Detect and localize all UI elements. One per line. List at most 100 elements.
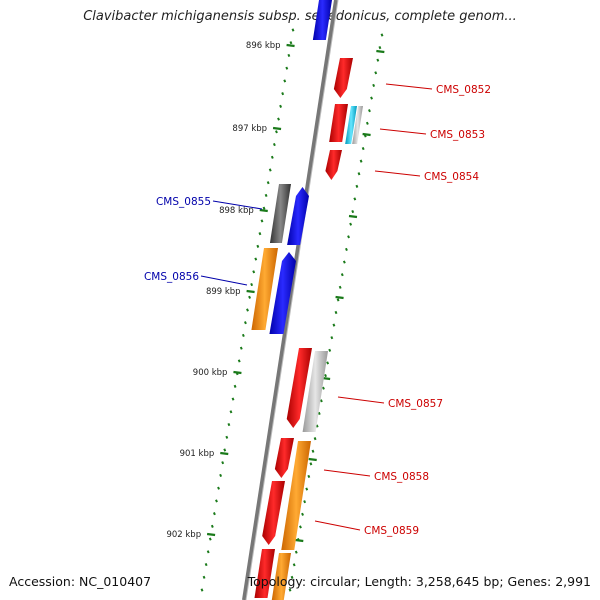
right-track-dot <box>372 83 376 88</box>
left-track-dot <box>215 499 218 503</box>
genome-backbone <box>242 0 338 600</box>
left-track-dot <box>208 537 212 541</box>
genome-backbone-highlight <box>245 0 339 600</box>
right-track-dot <box>380 33 384 37</box>
left-track-dot <box>277 117 280 121</box>
right-track-dot <box>313 437 317 441</box>
left-track-dot <box>221 461 225 465</box>
gene-label-leader <box>337 396 385 404</box>
left-track-dot <box>210 524 214 528</box>
gene-cms-0857[interactable] <box>302 351 328 432</box>
left-track-dot <box>256 244 260 248</box>
right-track-dot <box>332 323 336 327</box>
right-track-dot <box>359 159 363 163</box>
right-track-dot <box>376 58 380 62</box>
major-tick-left <box>220 451 229 456</box>
gene-red-0858[interactable] <box>274 438 294 478</box>
gene-red-bottom[interactable] <box>254 549 275 598</box>
tick-label: 897 kbp <box>232 124 267 134</box>
gene-label[interactable]: CMS_0856 <box>144 271 199 283</box>
left-track-dot <box>237 359 241 363</box>
left-track-dot <box>272 142 276 147</box>
gene-label[interactable]: CMS_0855 <box>156 196 211 208</box>
left-track-dot <box>225 435 229 439</box>
gene-orange-bottom[interactable] <box>271 553 291 600</box>
tick-label: 901 kbp <box>180 449 215 459</box>
left-track-dot <box>270 155 274 159</box>
right-track-dot <box>357 172 361 176</box>
gene-label-leader <box>314 520 361 531</box>
tick-label: 896 kbp <box>246 41 281 51</box>
gene-label[interactable]: CMS_0854 <box>424 171 479 183</box>
gene-label[interactable]: CMS_0858 <box>374 471 429 483</box>
right-track-dot <box>299 525 302 529</box>
right-track-dot <box>365 121 369 125</box>
right-track-dot <box>345 247 348 252</box>
right-track-dot <box>326 361 330 365</box>
left-track-dot <box>248 295 251 299</box>
left-track-dot <box>246 308 249 312</box>
gene-label-leader <box>374 170 421 177</box>
gene-label[interactable]: CMS_0857 <box>388 398 443 410</box>
major-tick-right <box>308 457 317 462</box>
gene-blue-0855[interactable] <box>287 187 309 245</box>
right-track-dot <box>340 273 344 277</box>
right-track-dot <box>324 373 327 378</box>
gene-red-0859[interactable] <box>262 481 285 545</box>
gene-red-0853a[interactable] <box>329 104 348 142</box>
left-track-dot <box>217 486 220 490</box>
gene-label[interactable]: CMS_0852 <box>436 84 491 96</box>
gene-blue-0856[interactable] <box>269 252 296 334</box>
left-track-dot <box>206 550 210 554</box>
left-track-dot <box>204 562 208 567</box>
right-track-dot <box>288 588 292 592</box>
gene-label-leader <box>200 275 248 286</box>
gene-cms-0856[interactable] <box>251 248 278 330</box>
right-track-dot <box>290 575 294 579</box>
gene-red-0857[interactable] <box>286 348 312 428</box>
right-tick-track <box>288 33 385 592</box>
gene-label-leader <box>212 200 263 210</box>
left-track-dot <box>244 321 247 325</box>
major-tick-left <box>246 289 255 294</box>
left-track-dot <box>252 270 256 274</box>
right-track-dot <box>294 550 298 554</box>
right-track-dot <box>334 310 338 315</box>
gene-label-leader <box>323 469 371 477</box>
left-track-dot <box>239 346 243 350</box>
major-tick-right <box>376 49 385 54</box>
tick-label: 902 kbp <box>166 530 201 540</box>
left-track-dot <box>285 66 289 70</box>
left-track-dot <box>279 104 283 108</box>
left-track-dot <box>219 473 223 478</box>
gene-cms-0854[interactable] <box>325 150 342 180</box>
gene-cms-0852[interactable] <box>333 58 353 98</box>
gene-blue-top[interactable] <box>312 0 332 40</box>
accession-text: Accession: NC_010407 <box>9 574 152 589</box>
major-tick-left <box>206 532 216 537</box>
gene-label-leader <box>385 83 433 90</box>
left-track-dot <box>287 53 291 58</box>
gene-gray-0853[interactable] <box>352 106 363 144</box>
major-tick-left <box>286 43 295 48</box>
right-track-dot <box>303 500 307 504</box>
gene-label[interactable]: CMS_0859 <box>364 525 419 537</box>
right-track-dot <box>342 260 346 264</box>
tick-labels: 896 kbp 897 kbp 898 kbp 899 kbp 900 kbp 901 k… <box>166 41 280 540</box>
right-track-dot <box>336 298 340 302</box>
gene-cms-0855[interactable] <box>269 184 291 243</box>
tick-label: 899 kbp <box>206 287 241 297</box>
gene-cms-0858[interactable] <box>281 441 311 550</box>
left-track-dot <box>266 181 270 185</box>
major-tick-right <box>295 538 304 543</box>
right-track-dot <box>351 210 355 214</box>
left-track-dot <box>231 397 235 401</box>
left-tick-track <box>200 28 295 592</box>
left-track-dot <box>291 28 295 32</box>
left-track-dot <box>200 588 204 592</box>
left-track-dot <box>275 130 278 134</box>
gene-cms-0853[interactable] <box>345 106 357 144</box>
gene-label[interactable]: CMS_0853 <box>430 129 485 141</box>
left-track-dot <box>254 257 258 261</box>
